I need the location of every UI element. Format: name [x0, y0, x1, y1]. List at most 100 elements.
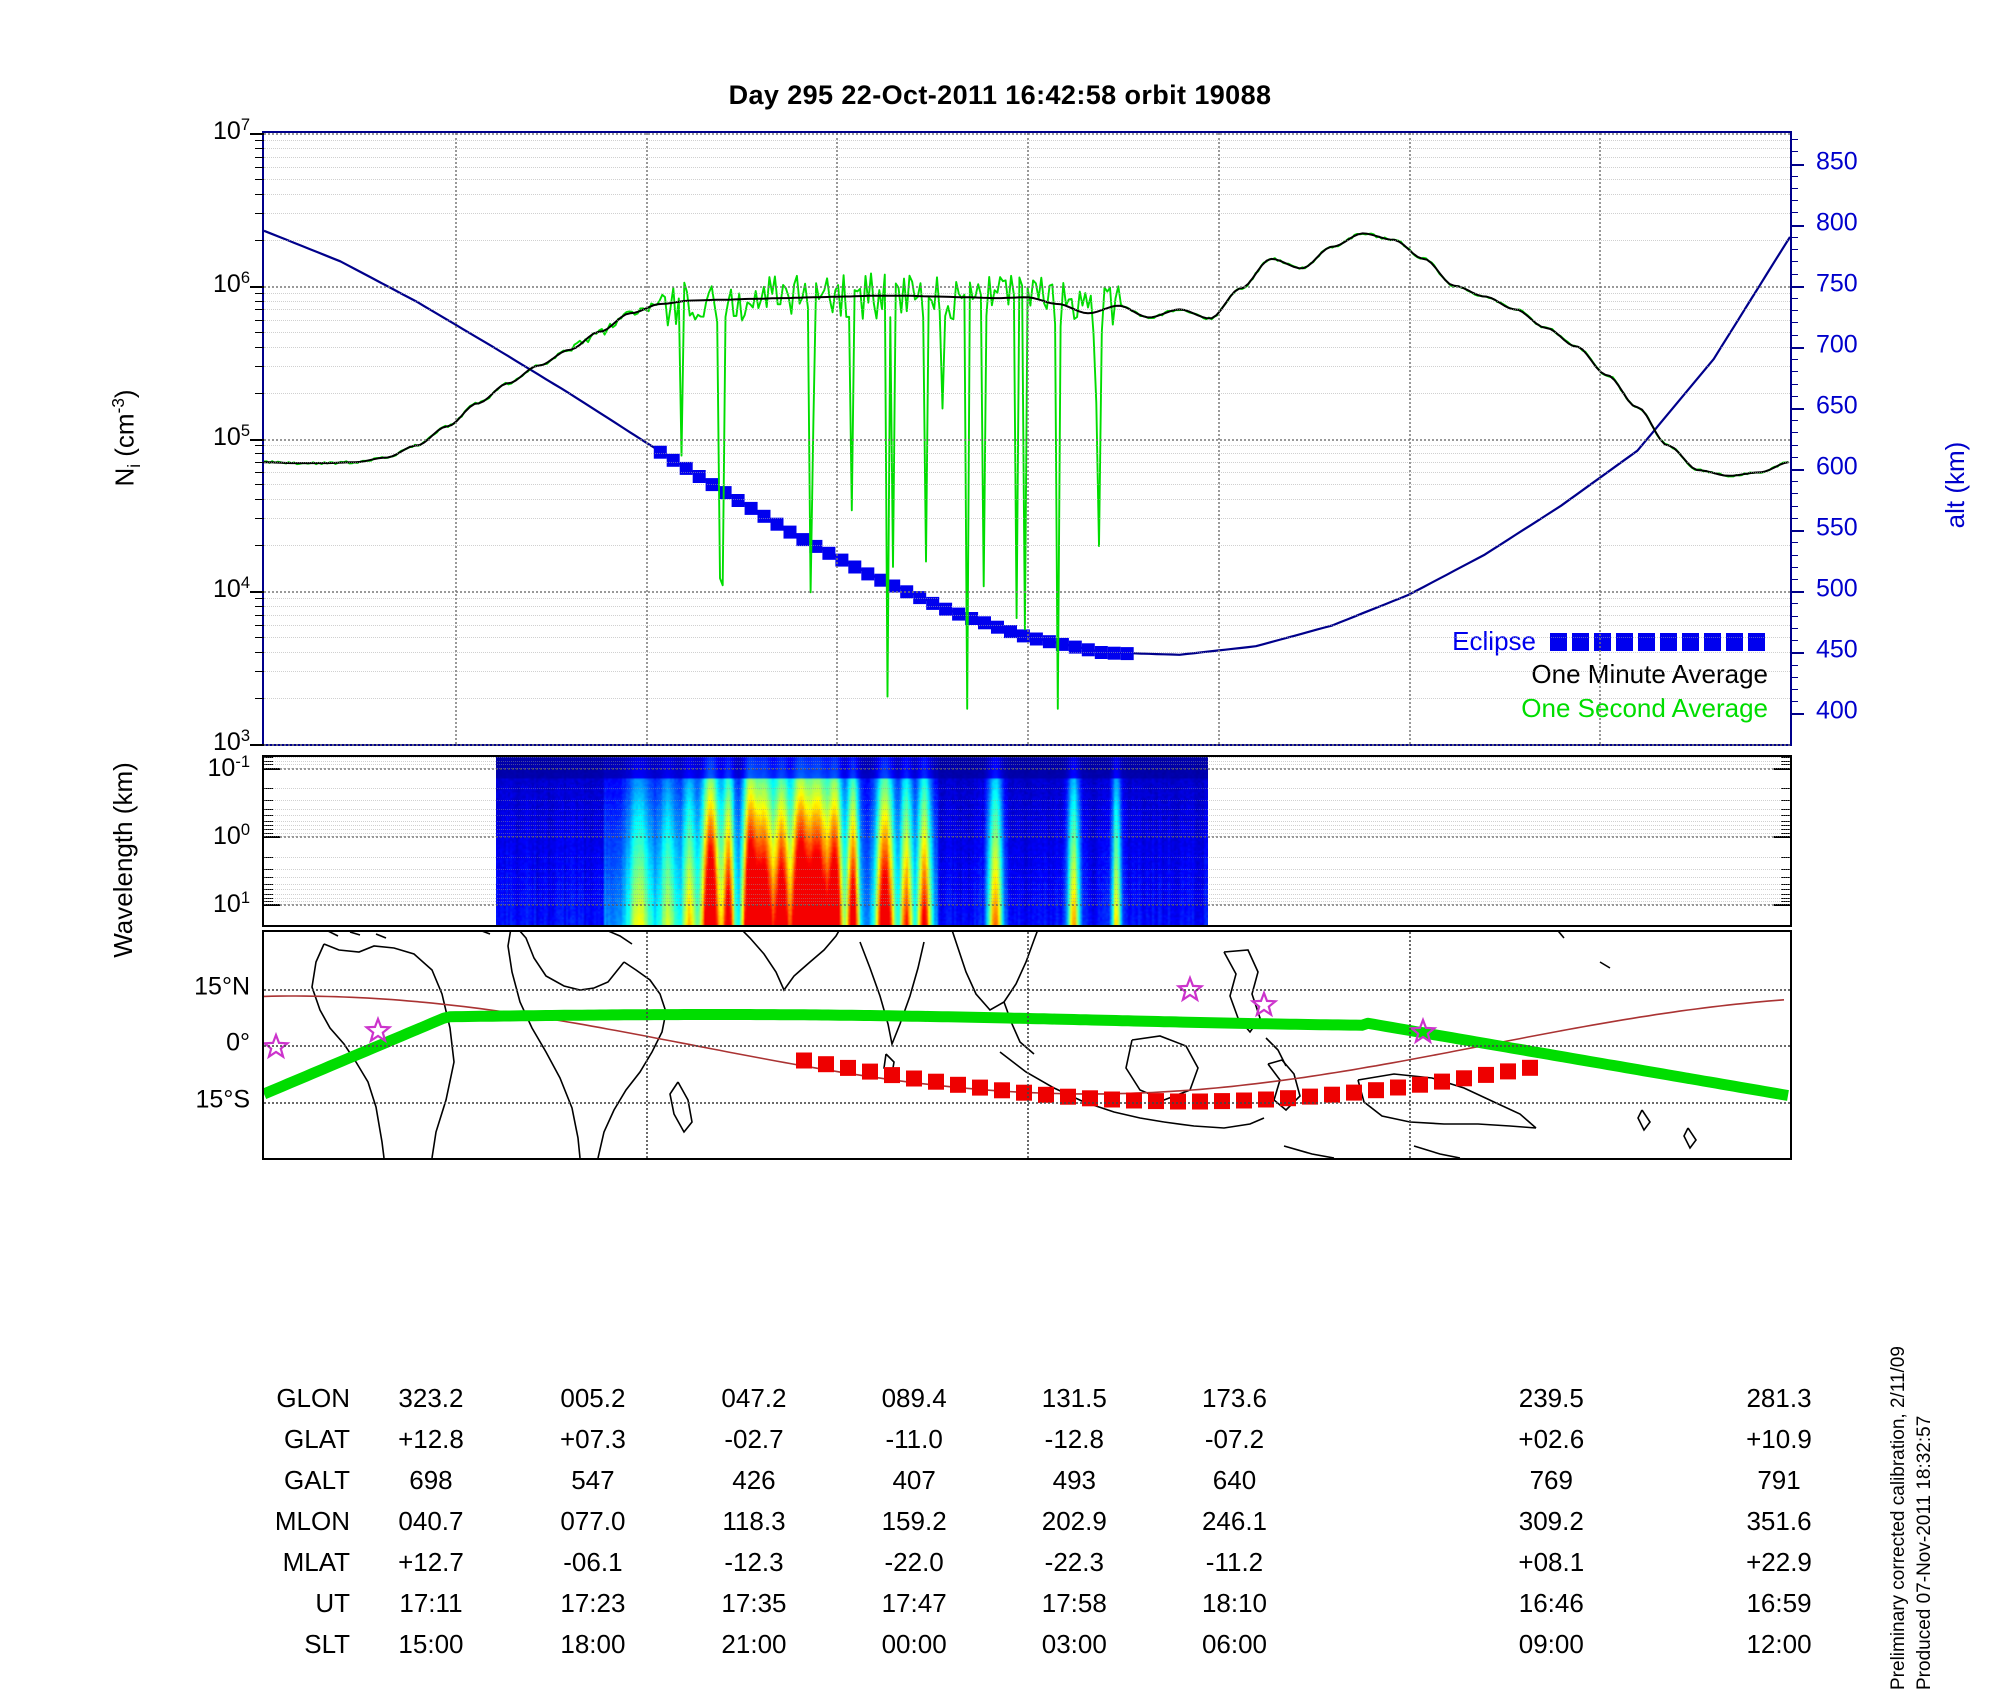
- eclipse-marker: [1120, 647, 1134, 661]
- spec-gridline-minor: [264, 808, 1790, 810]
- alt-tick: [1790, 163, 1804, 166]
- spec-gridline-minor: [264, 889, 1790, 891]
- map-eclipse-marker: [906, 1070, 922, 1087]
- spec-tick-minor: [264, 893, 273, 895]
- map-eclipse-marker: [1082, 1090, 1098, 1107]
- table-cell: 791: [1757, 1465, 1801, 1495]
- spec-gridline-minor: [264, 836, 1790, 837]
- table-cell: 00:00: [881, 1629, 947, 1659]
- table-row: UT 17:11 17:23 17:35 17:47 17:58 18:10 16:46 16:…: [160, 1583, 1860, 1624]
- spec-gridline-minor: [264, 825, 1790, 827]
- table-row: MLAT +12.7 -06.1 -12.3 -22.0 -22.3 -11.2 +08.1 +…: [160, 1542, 1860, 1583]
- spec-tick-minor: [264, 788, 273, 790]
- alt-tick-minor: [1790, 371, 1798, 373]
- wavelength-axis-label: 100: [213, 820, 250, 851]
- eclipse-marker: [1107, 646, 1121, 660]
- eclipse-marker: [952, 607, 966, 621]
- table-cell: 493: [1052, 1465, 1096, 1495]
- alt-tick: [1790, 407, 1804, 410]
- table-cell: +22.9: [1746, 1547, 1812, 1577]
- spec-gridline-minor: [264, 767, 1790, 769]
- spec-gridline-minor: [264, 788, 1790, 790]
- y-tick-minor: [255, 453, 264, 455]
- coastline: [328, 932, 339, 937]
- table-row-label: MLAT: [282, 1547, 350, 1577]
- spec-gridline-minor: [264, 815, 1790, 817]
- map-eclipse-marker: [1412, 1076, 1428, 1093]
- y-tick-minor: [255, 212, 264, 214]
- table-row-label: MLON: [274, 1506, 350, 1536]
- spec-tick-minor: [1781, 868, 1790, 870]
- table-cell: 769: [1529, 1465, 1573, 1495]
- eclipse-marker: [783, 525, 797, 539]
- spec-tick-minor: [1781, 767, 1790, 769]
- table-cell: +07.3: [560, 1424, 626, 1454]
- map-eclipse-marker: [1522, 1059, 1538, 1076]
- spec-tick-minor: [1781, 800, 1790, 802]
- alt-tick-minor: [1790, 151, 1798, 153]
- coastline: [1683, 1127, 1697, 1150]
- table-cell: 16:46: [1518, 1588, 1584, 1618]
- eclipse-marker: [744, 501, 758, 515]
- y-tick-minor: [255, 166, 264, 168]
- eclipse-marker: [978, 616, 991, 630]
- spec-tick-minor: [1781, 893, 1790, 895]
- eclipse-marker: [835, 553, 849, 567]
- eclipse-marker: [757, 509, 771, 523]
- table-cell: 281.3: [1746, 1383, 1812, 1413]
- map-eclipse-marker: [840, 1059, 856, 1076]
- spec-tick: [1774, 767, 1790, 770]
- alt-tick: [1790, 224, 1804, 227]
- map-eclipse-marker: [1258, 1091, 1274, 1108]
- spec-gridline-minor: [264, 877, 1790, 879]
- table-cell: -12.8: [1044, 1424, 1104, 1454]
- table-cell: 131.5: [1041, 1383, 1107, 1413]
- ion-density-plot-area: [264, 229, 1790, 710]
- map-eclipse-marker: [1126, 1092, 1142, 1109]
- map-eclipse-marker: [1148, 1093, 1164, 1110]
- table-cell: -07.2: [1204, 1424, 1265, 1454]
- y-tick-minor: [255, 239, 264, 241]
- gridline-vertical: [1599, 133, 1602, 744]
- eclipse-marker: [1004, 625, 1017, 639]
- spec-tick-minor: [264, 757, 273, 758]
- map-eclipse-marker: [1016, 1084, 1032, 1101]
- y-tick-minor: [255, 392, 264, 394]
- table-cell: 17:35: [721, 1588, 787, 1618]
- alt-tick-minor: [1790, 566, 1798, 568]
- alt-tick-minor: [1790, 359, 1798, 361]
- spec-tick-minor: [264, 767, 273, 769]
- star-marker: [1175, 974, 1205, 1003]
- spec-tick: [264, 836, 280, 838]
- gridline-major: [264, 744, 1790, 746]
- spec-tick-minor: [264, 897, 273, 899]
- table-cell: -11.0: [885, 1424, 943, 1454]
- y-tick-minor: [255, 193, 264, 195]
- table-row-label: GLON: [276, 1383, 350, 1413]
- alt-tick-minor: [1790, 505, 1798, 507]
- orbit-parameter-table: GLON 323.2 005.2 047.2 089.4 131.5 173.6 239.5 2…: [160, 1378, 1860, 1665]
- alt-tick-minor: [1790, 249, 1798, 251]
- alt-tick-minor: [1790, 603, 1798, 605]
- map-latitude-label: 15°S: [195, 1085, 250, 1113]
- gridline-vertical: [836, 133, 839, 744]
- table-row: GLAT +12.8 +07.3 -02.7 -11.0 -12.8 -07.2 +02.6 +…: [160, 1419, 1860, 1460]
- alt-tick-minor: [1790, 334, 1798, 336]
- spec-tick-minor: [264, 856, 273, 858]
- map-eclipse-marker: [1456, 1070, 1472, 1087]
- y-tick-minor: [255, 606, 264, 608]
- alt-axis-label: 700: [1816, 330, 1858, 359]
- spec-tick-minor: [264, 764, 273, 766]
- alt-tick-minor: [1790, 322, 1798, 324]
- table-cell: 16:59: [1746, 1588, 1812, 1618]
- y-axis-label: 104: [213, 574, 250, 604]
- alt-tick-minor: [1790, 261, 1798, 263]
- spec-tick-minor: [264, 925, 273, 926]
- y-tick: [250, 438, 264, 441]
- table-cell: 17:47: [881, 1588, 947, 1618]
- spec-tick-minor: [1781, 820, 1790, 822]
- alt-tick-minor: [1790, 542, 1798, 544]
- alt-tick-minor: [1790, 579, 1798, 581]
- y-tick-minor: [255, 698, 264, 700]
- coastline: [311, 943, 385, 1158]
